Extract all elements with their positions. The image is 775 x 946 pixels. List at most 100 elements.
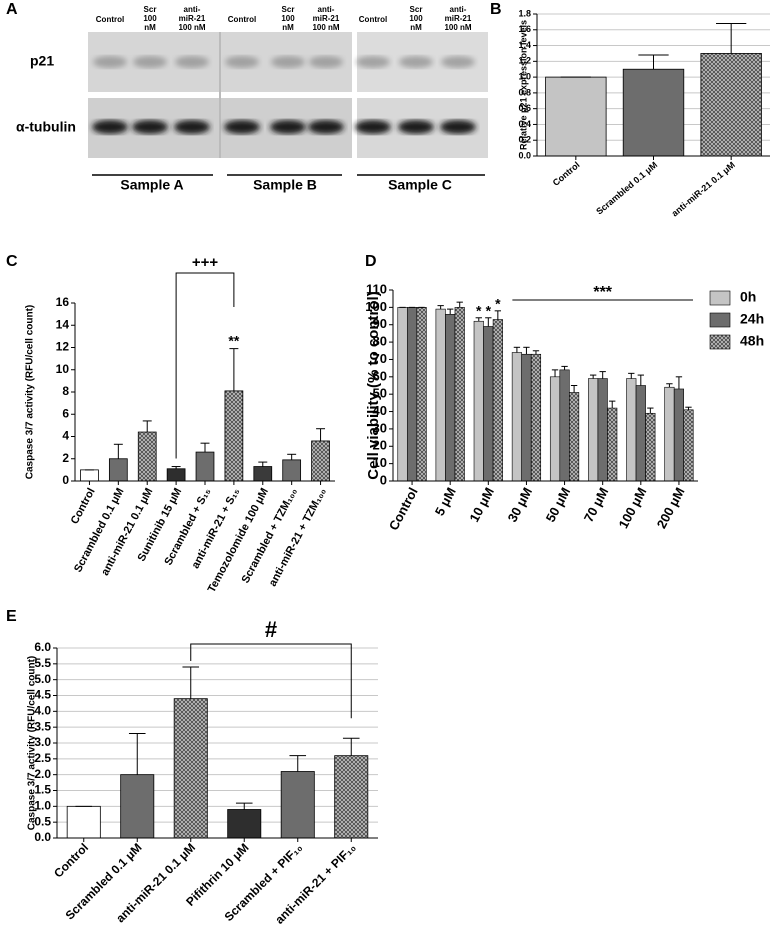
y-tick-label: 2.0 [34, 767, 51, 781]
lane-label-line: miR-21 [179, 14, 206, 23]
band-p21 [399, 56, 433, 68]
y-axis-label: Relative p21 expression levels [518, 20, 528, 150]
band-p21 [93, 56, 127, 68]
y-tick-label: 60 [373, 368, 387, 383]
y-tick-label: 3.5 [34, 719, 51, 733]
y-tick-label: 40 [373, 403, 387, 418]
bracket [175, 272, 235, 459]
lane-label-line: anti- [450, 5, 467, 14]
sample-label: Sample B [253, 177, 317, 193]
lane-label-line: Scr [282, 5, 295, 14]
lane-label-line: nM [144, 23, 156, 32]
panel-label: A [6, 1, 18, 18]
y-tick-label: 1.2 [518, 56, 531, 66]
y-tick-label: 4 [62, 429, 69, 443]
y-tick-label: 6 [62, 406, 69, 420]
annotation: * [495, 296, 501, 312]
y-tick-label: 50 [373, 386, 387, 401]
bar [195, 451, 215, 482]
bracket [190, 643, 352, 719]
legend-swatch [709, 290, 731, 306]
lane-label: Control [228, 15, 256, 24]
y-tick-label: 10 [373, 455, 387, 470]
lane-label: Control [359, 15, 387, 24]
lane-label-line: 100 nM [178, 23, 205, 32]
lane-label-line: anti- [318, 5, 335, 14]
y-tick-label: 0.8 [518, 87, 531, 97]
y-tick-label: 100 [365, 299, 387, 314]
bar [559, 369, 570, 482]
x-tick-label: 200 μM [654, 485, 688, 531]
lane-label-line: Control [96, 15, 124, 24]
bar [416, 307, 427, 482]
band-tubulin [224, 120, 260, 134]
lane-label-line: 100 [143, 14, 157, 23]
y-tick-label: 3.0 [34, 735, 51, 749]
panel-label: C [6, 253, 18, 270]
y-tick-label: 14 [56, 317, 70, 331]
bar [569, 392, 580, 482]
band-tubulin [132, 120, 168, 134]
bar [397, 307, 408, 482]
bar [227, 809, 262, 839]
y-tick-label: 0.0 [34, 830, 51, 844]
bar [530, 353, 542, 482]
bar [282, 459, 302, 482]
lane-label-line: nM [410, 23, 422, 32]
lane-label: Control [96, 15, 124, 24]
bar [607, 407, 618, 482]
band-p21 [356, 56, 390, 68]
y-tick-label: 5.0 [34, 672, 51, 686]
bar [224, 390, 244, 482]
y-tick-label: 30 [373, 420, 387, 435]
row-label: p21 [30, 53, 54, 69]
lane-label-line: 100 [409, 14, 423, 23]
lane-label: anti-miR-21 100 nM [178, 5, 205, 32]
x-tick-label: 70 μM [581, 485, 612, 525]
x-tick-label: anti-miR-21 0.1 μM [670, 160, 737, 219]
x-tick-label: Control [386, 485, 421, 533]
y-tick-label: 0.4 [518, 119, 531, 129]
lane-label: Scr 100 nM [409, 5, 423, 32]
annotation: +++ [192, 254, 219, 271]
sample-label: Sample C [388, 177, 452, 193]
bar [683, 409, 694, 482]
lane-label: anti-miR-21 100 nM [312, 5, 339, 32]
panel-label: E [6, 608, 17, 625]
bar [664, 386, 675, 482]
x-tick-label: 10 μM [466, 485, 497, 525]
bar [66, 805, 101, 839]
y-tick-label: 4.0 [34, 704, 51, 718]
band-tubulin [174, 120, 210, 134]
bar [173, 698, 208, 839]
annotation: * [486, 302, 492, 318]
bar [280, 771, 315, 839]
y-tick-label: 4.5 [34, 688, 51, 702]
bar [334, 755, 369, 839]
annotation: # [265, 617, 277, 642]
lane-label-line: miR-21 [445, 14, 472, 23]
lane-label-line: 100 nM [312, 23, 339, 32]
lane-label-line: nM [282, 23, 294, 32]
bar [445, 314, 456, 482]
y-axis-label: Caspase 3/7 activity (RFU/cell count) [27, 656, 38, 831]
bar [635, 385, 646, 482]
x-tick-label: Scrambled 0.1 μM [594, 160, 659, 217]
bar [253, 466, 273, 482]
annotation: *** [593, 284, 612, 301]
band-tubulin [308, 120, 344, 134]
band-p21 [175, 56, 209, 68]
bar [622, 68, 685, 157]
y-tick-label: 0.2 [518, 135, 531, 145]
annotation: ** [228, 332, 239, 348]
bar [549, 376, 561, 482]
bar [166, 468, 186, 482]
y-tick-label: 20 [373, 438, 387, 453]
y-tick-label: 1.6 [518, 24, 531, 34]
y-tick-label: 70 [373, 351, 387, 366]
x-tick-label: 30 μM [505, 485, 536, 525]
x-tick-label: anti-miR-21 + TZM₁₀₀ [267, 486, 329, 588]
y-tick-label: 2 [62, 451, 69, 465]
x-tick-label: 50 μM [543, 485, 574, 525]
